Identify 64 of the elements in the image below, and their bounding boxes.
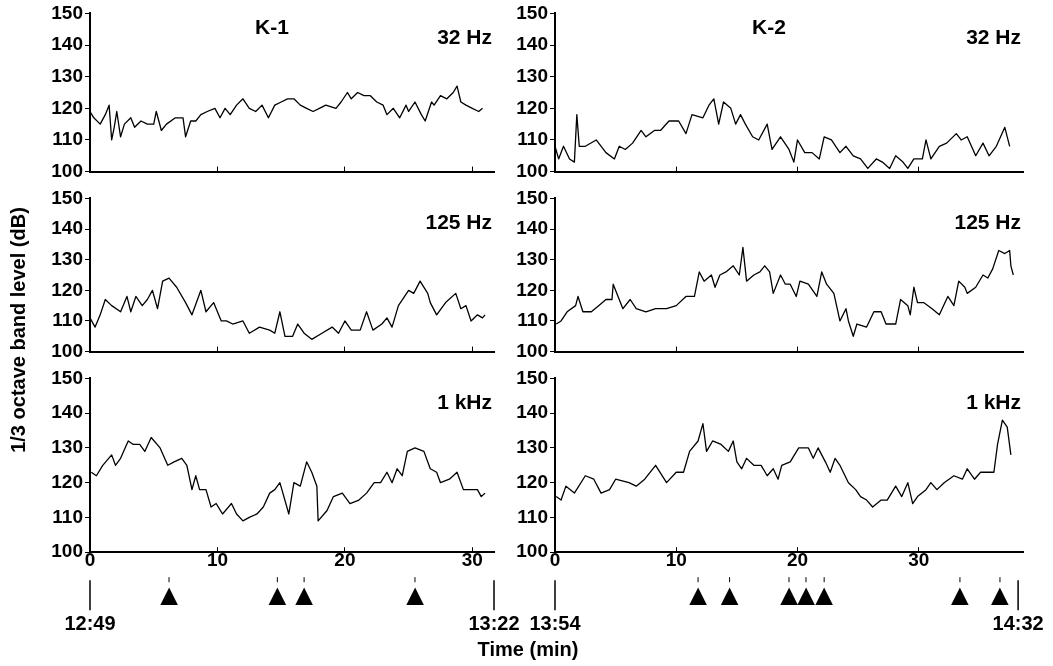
ref-line-label: ▲ (154, 578, 184, 612)
chart-title: K-2 (752, 14, 786, 38)
y-tick-label: 130 (51, 436, 83, 458)
ref-line-label: ▲ (683, 578, 713, 612)
x-axis-title: Time (min) (477, 638, 579, 661)
y-tick-label: 110 (517, 128, 548, 150)
y-tick-label: 120 (516, 470, 548, 492)
x-tick-label: 0 (84, 548, 96, 570)
y-tick-label: 150 (51, 366, 83, 388)
ref-line-label: ▲ (945, 578, 975, 612)
y-tick-label: 100 (516, 159, 548, 181)
x-tick-label: 20 (786, 548, 809, 570)
y-tick-label: 130 (51, 64, 83, 86)
annotation: 32 Hz (966, 24, 1021, 48)
y-tick-label: 110 (52, 309, 83, 331)
y-tick-label: 110 (52, 128, 83, 150)
y-tick-label: 100 (51, 159, 83, 181)
annotation: 125 Hz (425, 209, 492, 233)
x-tick-label: 0 (549, 548, 561, 570)
x2-tick-label: 12:49 (64, 611, 116, 634)
y-tick-label: 140 (51, 217, 83, 239)
y-tick-label: 140 (51, 33, 83, 55)
x-tick-label: 10 (665, 548, 687, 570)
y-tick-label: 120 (516, 278, 548, 300)
y-tick-label: 130 (516, 247, 548, 269)
y-tick-label: 120 (516, 96, 548, 118)
x2-tick-label: 13:54 (529, 611, 582, 634)
x2-tick-label: 14:32 (992, 611, 1044, 634)
y-tick-label: 100 (51, 540, 83, 562)
annotation: 125 Hz (954, 209, 1021, 233)
x-tick-label: 30 (461, 548, 483, 570)
annotation: 1 kHz (966, 389, 1021, 413)
x2-tick-label: 13:22 (468, 611, 520, 634)
y-tick-label: 120 (51, 278, 83, 300)
annotation: 32 Hz (437, 24, 492, 48)
y-tick-label: 150 (516, 366, 548, 388)
y-tick-label: 150 (51, 1, 83, 23)
y-tick-label: 120 (51, 470, 83, 492)
x-tick-label: 30 (908, 548, 930, 570)
y-tick-label: 140 (516, 33, 548, 55)
y-tick-label: 150 (516, 186, 548, 208)
y-tick-label: 100 (516, 540, 548, 562)
x-tick-label: 20 (334, 548, 356, 570)
y-tick-label: 140 (51, 401, 83, 423)
y-tick-label: 150 (51, 186, 83, 208)
y-tick-label: 100 (516, 339, 548, 361)
y-tick-label: 100 (51, 339, 83, 361)
y-tick-label: 110 (52, 505, 83, 527)
ref-line-label: ▲ (400, 578, 430, 612)
y-tick-label: 150 (516, 1, 548, 23)
y-tick-label: 130 (516, 436, 548, 458)
y-tick-label: 110 (517, 309, 548, 331)
ref-line-label: ▲ (714, 578, 745, 612)
y-tick-label: 140 (516, 401, 548, 423)
y-tick-label: 110 (517, 505, 548, 527)
y-axis-title: 1/3 octave band level (dB) (6, 207, 30, 453)
ref-line-label: ▲ (985, 578, 1015, 612)
y-tick-label: 130 (51, 247, 83, 269)
chart-title: K-1 (255, 14, 290, 38)
y-tick-label: 130 (516, 64, 548, 86)
y-tick-label: 120 (51, 96, 83, 118)
annotation: 1 kHz (437, 389, 492, 413)
x-tick-label: 10 (206, 548, 229, 570)
y-tick-label: 140 (516, 217, 548, 239)
